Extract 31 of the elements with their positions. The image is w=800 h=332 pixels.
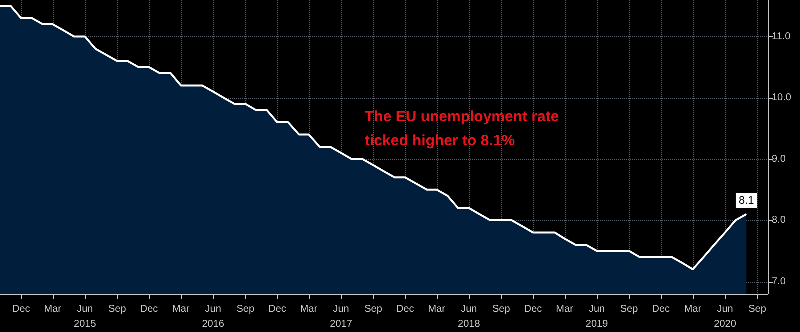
x-tick-label: Jun 2016	[202, 304, 225, 330]
x-tick-label: Jun 2018	[458, 304, 481, 330]
x-tick-label: Mar	[44, 304, 62, 315]
x-tick-label: Mar	[684, 304, 702, 315]
y-tick-label: 10.0	[772, 92, 792, 104]
x-tick-label: Sep	[748, 304, 767, 315]
x-tick-label: Jun 2015	[74, 304, 97, 330]
y-tick-label: 11.0	[772, 31, 792, 42]
x-tick-label: Mar	[300, 304, 318, 315]
x-tick-label: Mar	[556, 304, 574, 315]
y-tick-label: 8.0	[772, 215, 786, 226]
x-tick-label: Jun 2019	[586, 304, 609, 330]
x-tick-label: Sep	[236, 304, 255, 315]
annotation: The EU unemployment rate ticked higher to 8.1%	[365, 108, 560, 150]
x-tick-label: Dec	[652, 304, 670, 315]
x-tick-label: Sep	[492, 304, 511, 315]
x-tick-label: Dec	[396, 304, 414, 315]
y-tick-label: 7.0	[772, 276, 786, 288]
x-tick-label: Dec	[140, 304, 158, 315]
x-tick-label: Dec	[268, 304, 286, 315]
x-tick-label: Jun 2020	[714, 304, 737, 330]
x-tick-label: Sep	[620, 304, 639, 315]
x-tick-label: Jun 2017	[330, 304, 353, 330]
x-tick-label: Dec	[524, 304, 542, 315]
y-tick-label: 9.0	[772, 154, 786, 165]
x-tick-label: Sep	[108, 304, 127, 315]
x-tick-label: Mar	[428, 304, 446, 315]
x-tick-label: Dec	[12, 304, 30, 315]
data-label: 8.1	[738, 194, 754, 207]
x-tick-label: Mar	[172, 304, 190, 315]
x-tick-label: Sep	[364, 304, 383, 315]
